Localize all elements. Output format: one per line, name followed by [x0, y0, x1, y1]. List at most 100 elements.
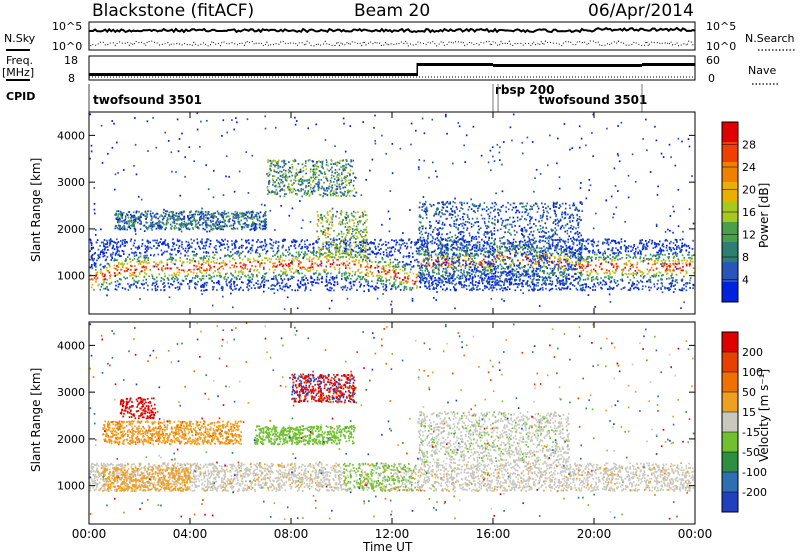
power-cell [247, 210, 250, 213]
power-cell [245, 211, 248, 214]
power-cell [426, 246, 429, 248]
power-cell [525, 273, 527, 276]
power-cell [407, 255, 410, 257]
power-cell [336, 181, 338, 184]
power-cell [164, 250, 166, 253]
power-cell [305, 194, 308, 197]
power-cell [219, 225, 221, 228]
power-cell [258, 255, 260, 258]
power-cell [670, 276, 673, 279]
power-cell [652, 275, 654, 278]
power-cell [285, 163, 287, 165]
power-cell [455, 282, 458, 285]
power-cell [251, 211, 253, 214]
power-cell [254, 287, 256, 290]
power-cell [191, 250, 194, 253]
power-cell [643, 245, 646, 248]
power-cell [152, 212, 154, 215]
power-cell [268, 171, 270, 174]
power-cell [597, 240, 600, 243]
power-cell [354, 273, 356, 276]
power-cell [162, 222, 164, 225]
power-cell [412, 265, 415, 268]
power-cell [250, 228, 253, 230]
power-cell [194, 210, 197, 213]
power-cell [665, 268, 668, 270]
power-cell [179, 259, 181, 262]
power-cell [345, 289, 348, 291]
power-cell [211, 228, 214, 230]
power-cell [246, 246, 248, 249]
power-cell [517, 283, 519, 286]
power-cell [668, 256, 670, 258]
power-cell [607, 277, 610, 280]
power-cell [582, 278, 585, 281]
power-cell [96, 259, 98, 262]
power-cell [442, 288, 444, 291]
power-cell [529, 239, 531, 241]
power-cell [482, 253, 485, 256]
power-cell [148, 262, 150, 264]
power-cell [305, 277, 307, 279]
power-cell [612, 252, 614, 255]
power-cell [377, 287, 380, 289]
power-cell [279, 263, 281, 266]
power-cell [199, 271, 202, 273]
power-cell [110, 253, 112, 256]
power-cell [554, 246, 557, 249]
power-cell [473, 265, 475, 268]
power-cell [197, 280, 199, 283]
power-cell [254, 228, 257, 231]
power-cell [292, 238, 295, 241]
power-cell [288, 175, 291, 178]
power-cell [100, 241, 103, 244]
power-cell [469, 257, 472, 259]
power-cell [491, 289, 494, 292]
power-cell [351, 270, 354, 273]
power-cell [676, 281, 679, 284]
power-cell [209, 243, 211, 245]
power-cell [578, 256, 581, 259]
power-cell [624, 249, 627, 251]
power-cell [676, 246, 678, 248]
power-cell [542, 278, 545, 281]
power-cell [281, 182, 284, 185]
power-cell [685, 262, 687, 265]
power-cell [325, 188, 328, 191]
power-cell [325, 176, 327, 178]
power-cell [214, 222, 217, 225]
power-cell [489, 271, 492, 274]
power-cell [661, 278, 663, 281]
power-cell [470, 288, 472, 291]
power-cell [293, 174, 296, 177]
power-cell [158, 221, 160, 223]
power-cell [598, 256, 600, 259]
power-cell [382, 283, 385, 285]
power-cell [295, 240, 298, 243]
power-cell [261, 279, 264, 282]
power-cell [491, 275, 493, 278]
power-cell [642, 272, 645, 275]
power-cell [482, 248, 485, 251]
power-cell [510, 272, 513, 275]
power-cell [247, 288, 250, 291]
nsky-label: N.Sky [4, 32, 36, 45]
power-cell [425, 267, 427, 270]
power-cell [330, 174, 333, 177]
power-cell [625, 262, 628, 264]
power-cell [246, 283, 249, 286]
power-cell [514, 279, 516, 282]
power-cell [269, 159, 272, 162]
power-cell [319, 273, 322, 276]
power-cell [343, 276, 346, 279]
power-cell [391, 284, 394, 286]
power-cell [308, 179, 311, 182]
power-cell [525, 243, 527, 246]
power-cell [131, 265, 133, 268]
power-cell [166, 267, 169, 270]
power-cell [403, 272, 406, 275]
power-cell [386, 251, 388, 254]
power-cell [391, 265, 394, 268]
power-cell [350, 287, 353, 290]
power-cell [497, 248, 499, 251]
